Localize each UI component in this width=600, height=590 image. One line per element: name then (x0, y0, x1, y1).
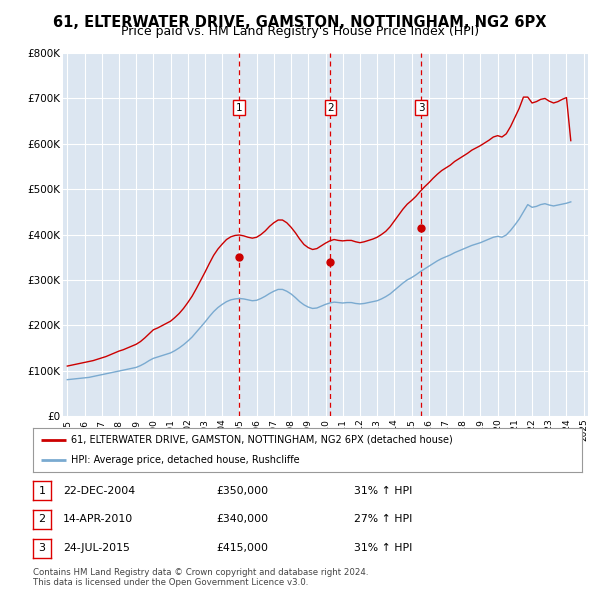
Text: 3: 3 (38, 543, 46, 553)
Text: 2: 2 (38, 514, 46, 525)
Text: 31% ↑ HPI: 31% ↑ HPI (354, 543, 412, 553)
Text: Price paid vs. HM Land Registry's House Price Index (HPI): Price paid vs. HM Land Registry's House … (121, 25, 479, 38)
Text: 61, ELTERWATER DRIVE, GAMSTON, NOTTINGHAM, NG2 6PX (detached house): 61, ELTERWATER DRIVE, GAMSTON, NOTTINGHA… (71, 435, 453, 445)
Text: 22-DEC-2004: 22-DEC-2004 (63, 486, 135, 496)
Text: 1: 1 (236, 103, 242, 113)
Text: £350,000: £350,000 (216, 486, 268, 496)
Text: 1: 1 (38, 486, 46, 496)
Text: 61, ELTERWATER DRIVE, GAMSTON, NOTTINGHAM, NG2 6PX: 61, ELTERWATER DRIVE, GAMSTON, NOTTINGHA… (53, 15, 547, 30)
Text: £415,000: £415,000 (216, 543, 268, 553)
Text: 24-JUL-2015: 24-JUL-2015 (63, 543, 130, 553)
Text: 3: 3 (418, 103, 425, 113)
Text: 2: 2 (327, 103, 334, 113)
Text: Contains HM Land Registry data © Crown copyright and database right 2024.
This d: Contains HM Land Registry data © Crown c… (33, 568, 368, 587)
Text: 14-APR-2010: 14-APR-2010 (63, 514, 133, 525)
Text: £340,000: £340,000 (216, 514, 268, 525)
Text: HPI: Average price, detached house, Rushcliffe: HPI: Average price, detached house, Rush… (71, 455, 300, 465)
Text: 27% ↑ HPI: 27% ↑ HPI (354, 514, 412, 525)
Text: 31% ↑ HPI: 31% ↑ HPI (354, 486, 412, 496)
